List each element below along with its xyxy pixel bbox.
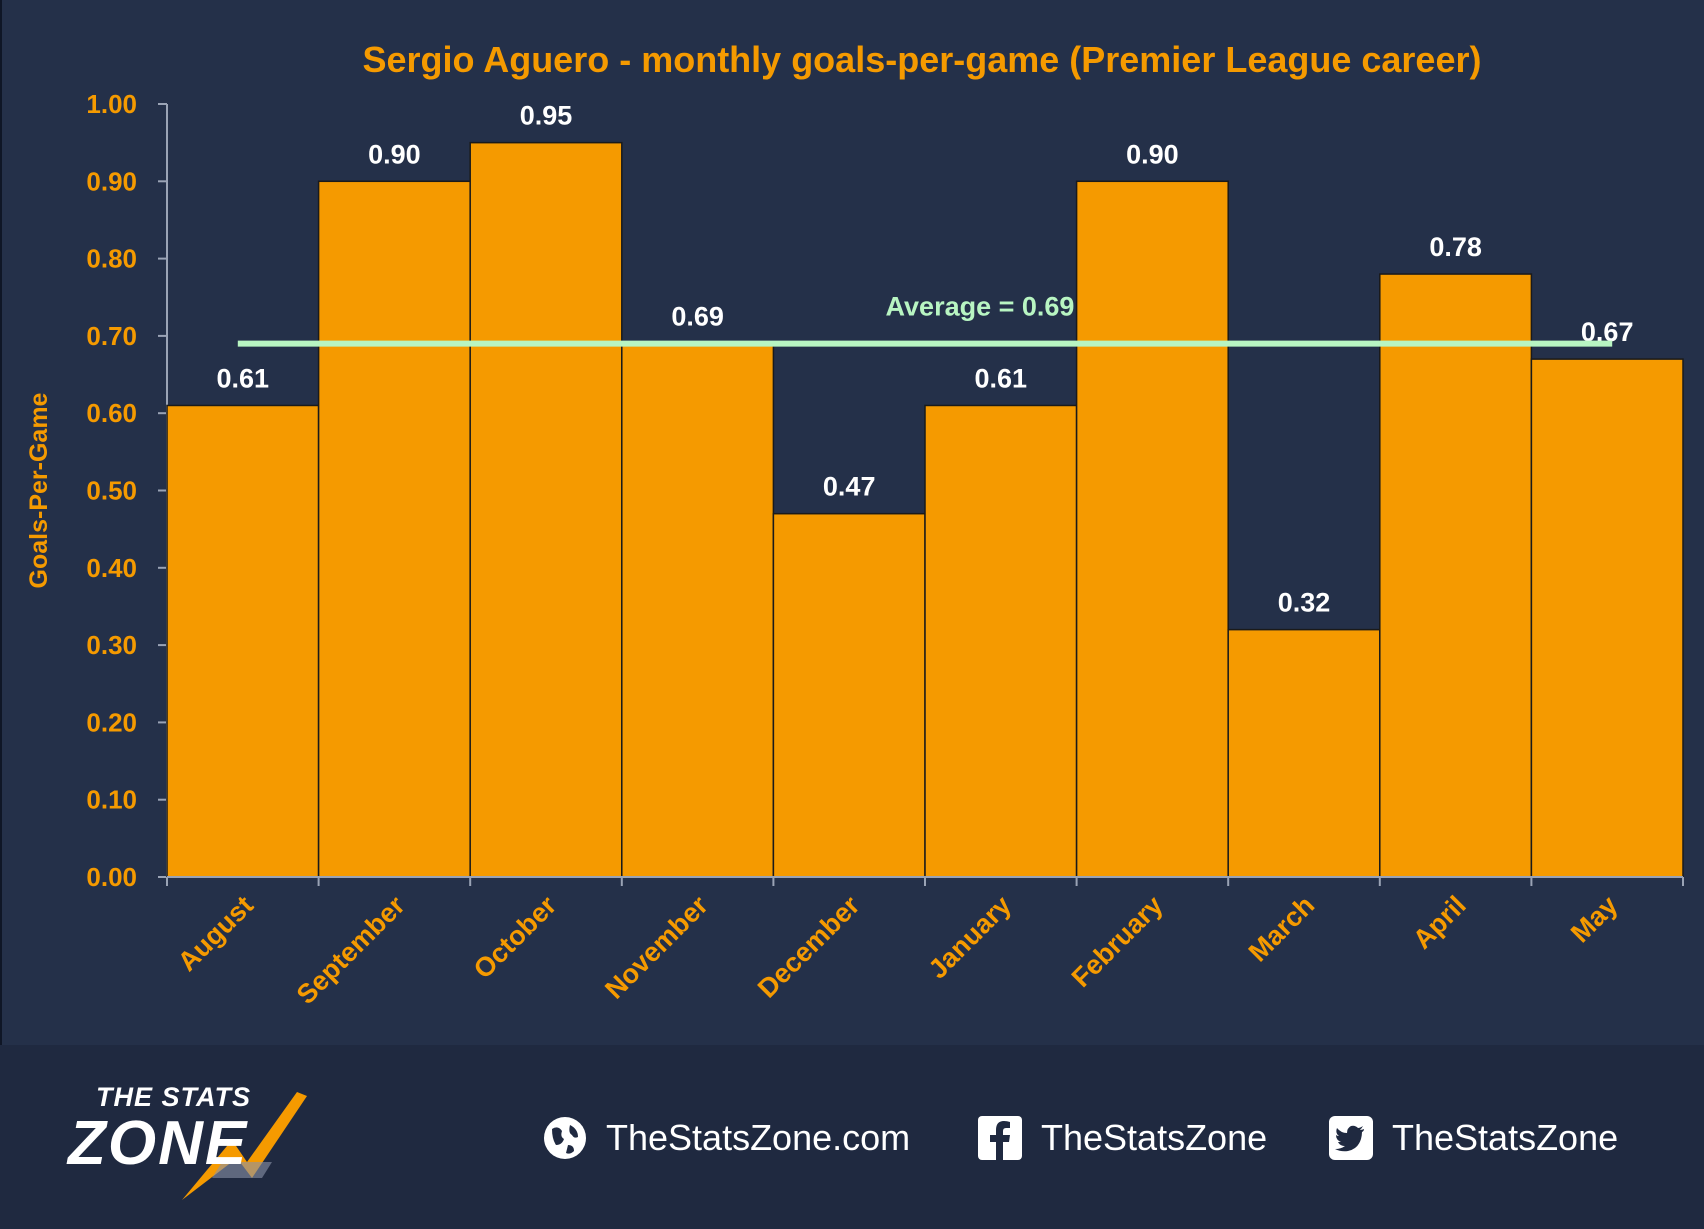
x-tick-label: February	[1066, 890, 1169, 993]
twitter-link[interactable]: TheStatsZone	[1328, 1110, 1618, 1166]
bar-january	[924, 404, 1078, 878]
y-tick-label: 1.00	[86, 89, 137, 119]
x-tick-label: September	[291, 890, 411, 1010]
bar-november	[621, 342, 775, 878]
facebook-icon	[977, 1115, 1023, 1161]
value-label: 0.78	[1429, 232, 1482, 262]
y-tick-label: 0.80	[86, 244, 137, 274]
x-tick-label: April	[1407, 890, 1472, 955]
y-tick-label: 0.00	[86, 862, 137, 892]
y-tick-label: 0.40	[86, 553, 137, 583]
y-tick-label: 0.50	[86, 476, 137, 506]
bar-october	[469, 141, 623, 878]
y-tick-label: 0.20	[86, 707, 137, 737]
twitter-icon	[1328, 1115, 1374, 1161]
chart-title: Sergio Aguero - monthly goals-per-game (…	[363, 39, 1482, 80]
y-axis: 0.00 0.10 0.20 0.30 0.40 0.50 0.60 0.70 0.80 0.90…	[86, 89, 168, 892]
y-tick-label: 0.70	[86, 321, 137, 351]
y-tick-label: 0.10	[86, 785, 137, 815]
value-label: 0.61	[975, 363, 1028, 393]
facebook-text: TheStatsZone	[1041, 1117, 1268, 1158]
facebook-link[interactable]: TheStatsZone	[977, 1110, 1267, 1166]
x-tick-label: August	[172, 890, 259, 977]
x-tick-label: March	[1243, 890, 1320, 967]
value-label: 0.61	[217, 363, 270, 393]
y-tick-label: 0.90	[86, 166, 137, 196]
x-tick-label: December	[752, 890, 866, 1004]
value-label: 0.90	[368, 139, 421, 169]
x-tick-label: May	[1565, 890, 1623, 948]
twitter-text: TheStatsZone	[1392, 1117, 1619, 1158]
x-tick-label: November	[599, 890, 714, 1005]
stats-zone-logo: THE STATS ZONE	[62, 1082, 362, 1202]
y-tick-label: 0.60	[86, 398, 137, 428]
value-label: 0.90	[1126, 139, 1179, 169]
average-line-group: Average = 0.69	[237, 292, 1613, 347]
value-label: 0.32	[1278, 588, 1331, 618]
bar-may	[1530, 358, 1684, 878]
bars	[166, 141, 1684, 878]
logo-swoosh-icon	[182, 1092, 307, 1200]
website-link[interactable]: TheStatsZone.com	[542, 1110, 910, 1166]
bar-september	[317, 180, 471, 878]
globe-icon	[542, 1115, 588, 1161]
bar-chart: Sergio Aguero - monthly goals-per-game (…	[25, 39, 1684, 1010]
footer	[0, 1045, 1704, 1229]
bar-february	[1075, 180, 1229, 878]
y-tick-label: 0.30	[86, 630, 137, 660]
average-label: Average = 0.69	[886, 292, 1075, 322]
value-label: 0.95	[520, 101, 573, 131]
logo-top-text: THE STATS	[96, 1082, 251, 1112]
x-axis: August September October November December Ja…	[166, 876, 1684, 1010]
value-label: 0.69	[671, 302, 724, 332]
logo-main-text: ZONE	[68, 1109, 249, 1178]
value-labels: 0.610.900.950.690.470.610.900.320.780.67	[217, 101, 1634, 618]
website-text: TheStatsZone.com	[606, 1117, 911, 1158]
bar-august	[166, 404, 320, 878]
x-tick-label: October	[468, 890, 563, 985]
bar-april	[1379, 273, 1533, 878]
bar-december	[772, 512, 926, 878]
y-axis-label: Goals-Per-Game	[25, 392, 53, 588]
chart-area: Sergio Aguero - monthly goals-per-game (…	[0, 0, 1684, 1045]
value-label: 0.47	[823, 472, 876, 502]
bar-march	[1227, 628, 1381, 878]
x-tick-label: January	[923, 890, 1017, 984]
